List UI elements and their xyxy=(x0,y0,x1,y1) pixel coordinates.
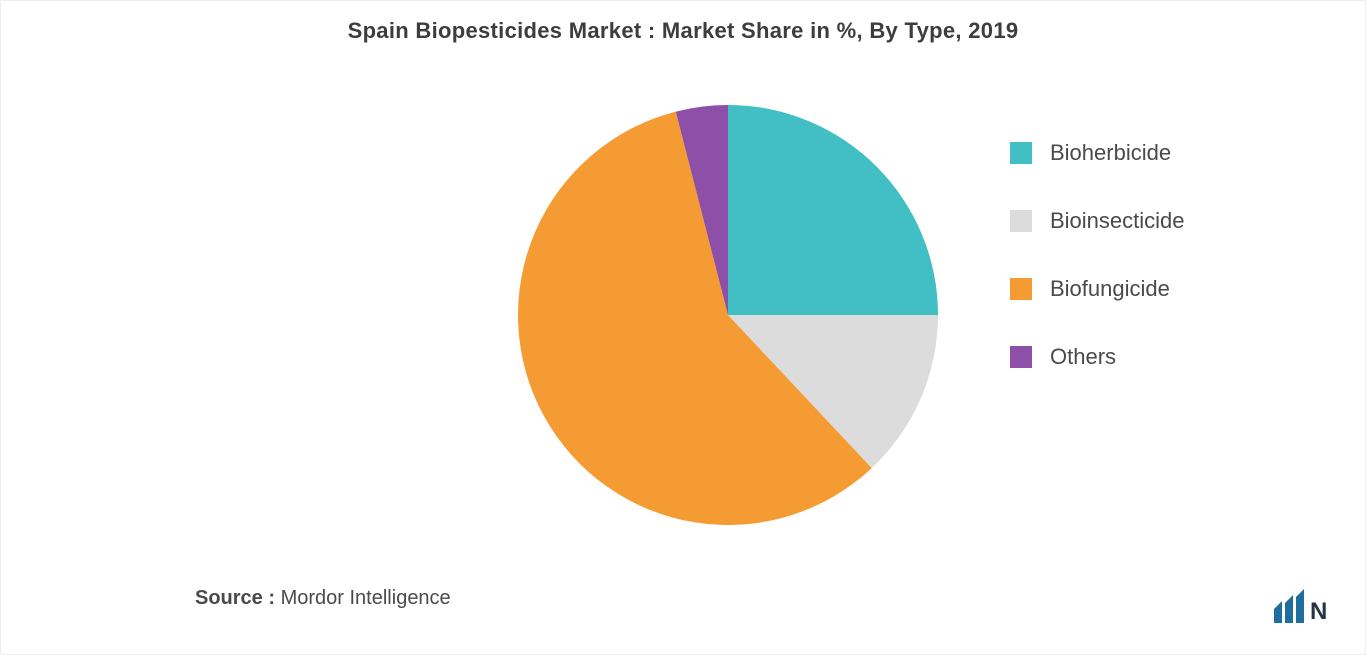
source-line: Source : Mordor Intelligence xyxy=(195,587,451,610)
source-value: Mordor Intelligence xyxy=(281,587,451,609)
source-label: Source : xyxy=(195,587,275,609)
swatch-biofungicide xyxy=(1010,278,1032,300)
legend: Bioherbicide Bioinsecticide Biofungicide… xyxy=(1010,140,1185,370)
legend-label: Bioinsecticide xyxy=(1050,208,1185,234)
legend-label: Others xyxy=(1050,344,1116,370)
pie-chart xyxy=(518,105,938,525)
logo-text: N xyxy=(1310,598,1327,625)
legend-item-bioinsecticide: Bioinsecticide xyxy=(1010,208,1185,234)
legend-item-bioherbicide: Bioherbicide xyxy=(1010,140,1185,166)
chart-title: Spain Biopesticides Market : Market Shar… xyxy=(0,0,1366,44)
legend-item-biofungicide: Biofungicide xyxy=(1010,276,1185,302)
pie-slice-bioherbicide xyxy=(728,105,938,315)
swatch-bioinsecticide xyxy=(1010,210,1032,232)
logo-bars-icon xyxy=(1274,589,1304,623)
swatch-others xyxy=(1010,346,1032,368)
legend-label: Biofungicide xyxy=(1050,276,1170,302)
mordor-logo: N xyxy=(1272,589,1338,629)
legend-item-others: Others xyxy=(1010,344,1185,370)
pie-svg xyxy=(518,105,938,525)
swatch-bioherbicide xyxy=(1010,142,1032,164)
legend-label: Bioherbicide xyxy=(1050,140,1171,166)
